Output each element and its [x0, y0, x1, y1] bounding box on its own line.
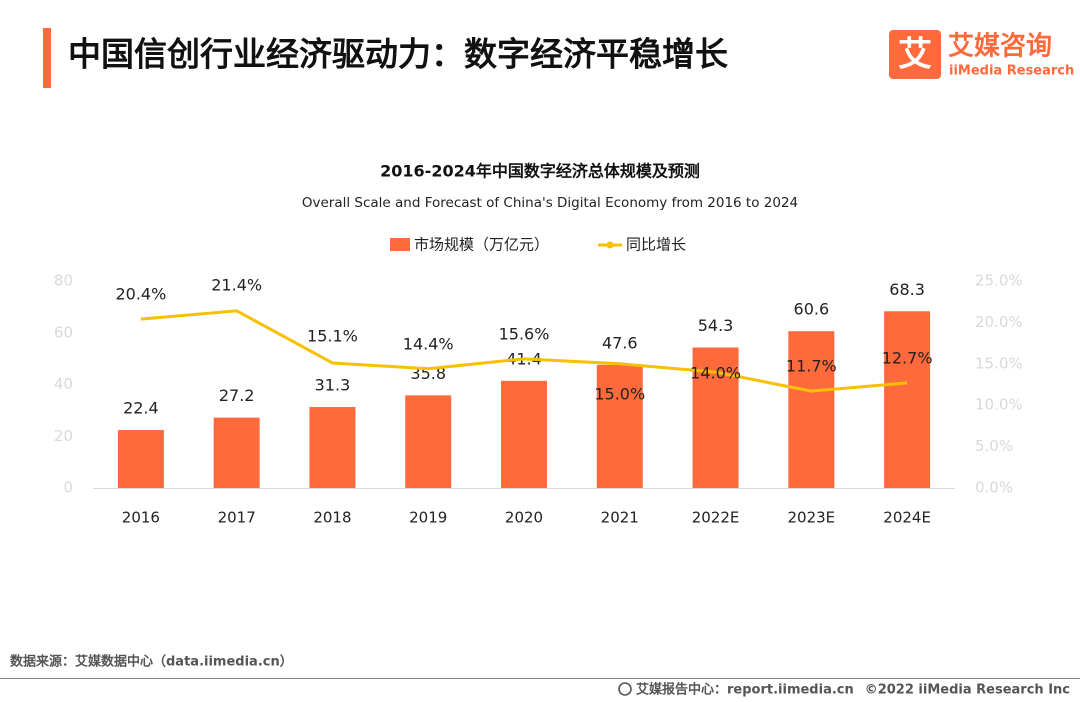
bar [596, 364, 643, 488]
bar-value-label: 47.6 [602, 333, 638, 352]
line-value-label: 15.0% [594, 384, 645, 403]
footer-credit: 艾媒报告中心：report.iimedia.cn [636, 682, 854, 698]
x-tick-label: 2018 [313, 509, 351, 527]
x-tick-label: 2017 [218, 509, 256, 527]
line-value-label: 12.7% [882, 348, 933, 367]
line-value-label: 15.1% [307, 326, 358, 345]
logo-subtext: iiMedia Research [949, 64, 1074, 79]
y-tick-label: 60 [54, 323, 73, 341]
x-tick-label: 2020 [505, 509, 543, 527]
bar [788, 331, 835, 488]
y-tick-label: 20 [54, 427, 73, 445]
logo-text: 艾媒咨询 [948, 31, 1052, 62]
x-tick-label: 2016 [122, 509, 160, 527]
bar [884, 311, 931, 488]
bar [501, 380, 547, 488]
bar [213, 417, 260, 488]
bar [117, 430, 164, 488]
line-value-label: 14.0% [690, 364, 741, 383]
bar-value-label: 27.2 [219, 386, 255, 405]
chart-subtitle: Overall Scale and Forecast of China's Di… [302, 195, 798, 211]
legend-label: 市场规模（万亿元） [414, 236, 549, 254]
y2-tick-label: 20.0% [975, 313, 1023, 331]
x-tick-label: 2023E [788, 509, 836, 527]
source: 数据来源：艾媒数据中心（data.iimedia.cn） [10, 654, 293, 670]
line-value-label: 11.7% [786, 357, 837, 376]
logo-icon: 艾 [898, 35, 932, 75]
x-tick-label: 2024E [883, 509, 931, 527]
chart-title: 2016-2024年中国数字经济总体规模及预测 [380, 162, 700, 181]
logo-box [889, 30, 941, 79]
line-value-label: 21.4% [211, 275, 262, 294]
bar-value-label: 60.6 [794, 300, 830, 319]
bar-value-label: 68.3 [889, 280, 925, 299]
y2-tick-label: 10.0% [975, 396, 1023, 414]
legend-marker [606, 241, 614, 249]
line-value-label: 20.4% [115, 285, 166, 304]
x-tick-label: 2021 [601, 509, 639, 527]
bar-value-label: 54.3 [698, 316, 734, 335]
y-tick-label: 0 [63, 479, 73, 497]
title-accent [43, 28, 51, 88]
y-tick-label: 40 [54, 375, 73, 393]
bar [309, 407, 356, 488]
footer-icon [618, 682, 632, 696]
footer-copyright: ©2022 iiMedia Research Inc [865, 683, 1070, 698]
y2-tick-label: 5.0% [975, 437, 1013, 455]
bar-value-label: 31.3 [315, 376, 351, 395]
bar-value-label: 22.4 [123, 399, 159, 418]
legend-label: 同比增长 [626, 236, 686, 254]
legend-swatch [390, 238, 410, 251]
growth-line [140, 309, 908, 393]
x-tick-label: 2022E [692, 509, 740, 527]
line-value-label: 15.6% [499, 324, 550, 343]
bar [405, 395, 452, 488]
y2-tick-label: 15.0% [975, 354, 1023, 372]
page-title: 中国信创行业经济驱动力：数字经济平稳增长 [68, 35, 728, 74]
line-value-label: 14.4% [403, 334, 454, 353]
y-tick-label: 80 [54, 272, 73, 290]
y2-tick-label: 0.0% [975, 479, 1013, 497]
x-tick-label: 2019 [409, 509, 447, 527]
y2-tick-label: 25.0% [975, 272, 1023, 290]
